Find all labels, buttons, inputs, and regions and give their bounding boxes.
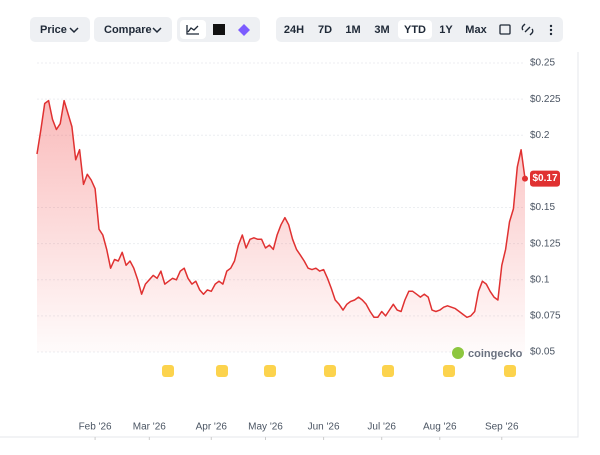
y-tick-label: $0.05 xyxy=(530,347,555,358)
y-tick-label: $0.225 xyxy=(530,94,561,105)
y-tick-label: $0.2 xyxy=(530,130,550,141)
range-button[interactable]: 7D xyxy=(318,24,332,36)
y-tick-label: $0.125 xyxy=(530,238,561,249)
toolbar: Price Compare 24H 7D 1M 3M YTD 1Y Max xyxy=(30,17,563,42)
line-icon xyxy=(186,25,199,35)
selected-range xyxy=(398,20,432,39)
compare-label: Compare xyxy=(104,24,152,36)
x-tick-label: Mar '26 xyxy=(133,422,166,433)
frame xyxy=(0,52,579,438)
compare-button[interactable] xyxy=(94,17,172,42)
chevron xyxy=(152,27,162,34)
watermark: coingecko xyxy=(468,348,523,360)
x-tick-label: Aug '26 xyxy=(423,422,457,433)
ai-button[interactable] xyxy=(238,24,250,36)
price-label: Price xyxy=(40,24,67,36)
plot: $0.05 $0.075 $0.1 $0.125 $0.15 $0.2 $0.225 $0.2… xyxy=(36,58,561,440)
range-button[interactable]: 1M xyxy=(345,24,360,36)
calendar-button[interactable] xyxy=(499,24,511,35)
y-tick-label: $0.25 xyxy=(530,58,555,69)
y-tick-label: $0.1 xyxy=(530,274,550,285)
x-tick-label: Jul '26 xyxy=(367,422,396,433)
event-markers xyxy=(162,365,516,377)
tradingview-button[interactable] xyxy=(213,24,225,35)
y-tick-label: $0.15 xyxy=(530,202,555,213)
x-tick-label: Apr '26 xyxy=(196,422,228,433)
price-line xyxy=(36,99,526,319)
x-tick-label: Feb '26 xyxy=(79,422,112,433)
price-tag-bg xyxy=(530,170,560,187)
range-button[interactable]: 3M xyxy=(374,24,389,36)
price-tag: $0.17 xyxy=(532,173,557,184)
more-button[interactable] xyxy=(549,24,553,36)
link-button[interactable] xyxy=(521,23,534,36)
chevron xyxy=(69,27,79,34)
range-button[interactable]: Max xyxy=(465,24,487,36)
range-button[interactable]: 1Y xyxy=(439,24,453,36)
range-button[interactable]: YTD xyxy=(404,24,426,36)
x-tick-label: Sep '26 xyxy=(485,422,519,433)
price-button[interactable] xyxy=(30,17,90,42)
last-point xyxy=(522,175,528,182)
x-tick-label: May '26 xyxy=(248,422,283,433)
watermark-logo xyxy=(452,347,464,359)
x-tick-label: Jun '26 xyxy=(308,422,340,433)
range-button[interactable]: 24H xyxy=(284,24,304,36)
y-tick-label: $0.075 xyxy=(530,311,561,322)
